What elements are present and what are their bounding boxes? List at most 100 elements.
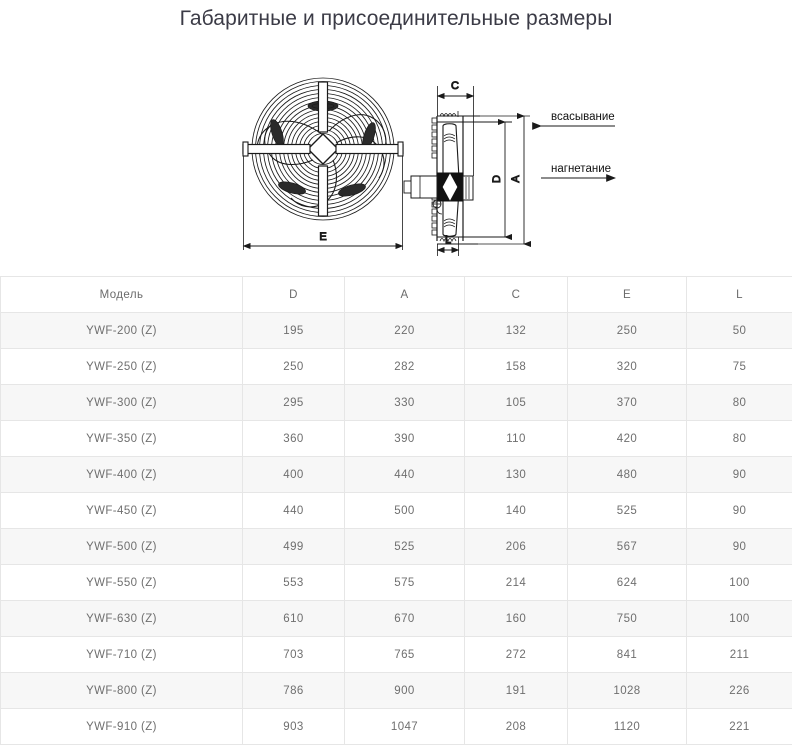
table-body: YWF-200 (Z) 195 220 132 250 50 YWF-250 (Z) 250 2… <box>0 312 792 745</box>
fan-front-view: E <box>242 77 404 250</box>
cell-c: 272 <box>464 636 568 673</box>
cell-l: 90 <box>686 492 792 529</box>
cell-d: 786 <box>242 672 345 709</box>
cell-model: YWF-500 (Z) <box>0 528 243 565</box>
dimension-label-A: A <box>510 175 522 183</box>
table-row: YWF-910 (Z) 903 1047 208 1120 221 <box>0 708 792 745</box>
cell-d: 195 <box>242 312 345 349</box>
cell-a: 1047 <box>344 708 465 745</box>
cell-a: 525 <box>344 528 465 565</box>
dimension-label-E: E <box>319 231 326 243</box>
cell-c: 158 <box>464 348 568 385</box>
cell-l: 100 <box>686 564 792 601</box>
flow-arrow-discharge: нагнетание <box>541 163 617 182</box>
cell-model: YWF-800 (Z) <box>0 672 243 709</box>
cell-model: YWF-630 (Z) <box>0 600 243 637</box>
column-header-model: Модель <box>0 276 243 313</box>
cell-c: 105 <box>464 384 568 421</box>
cell-a: 500 <box>344 492 465 529</box>
cell-a: 900 <box>344 672 465 709</box>
cell-d: 553 <box>242 564 345 601</box>
cell-a: 440 <box>344 456 465 493</box>
table-row: YWF-630 (Z) 610 670 160 750 100 <box>0 600 792 637</box>
cell-model: YWF-400 (Z) <box>0 456 243 493</box>
dimension-label-L: L <box>445 234 451 246</box>
cell-e: 320 <box>567 348 687 385</box>
cell-model: YWF-300 (Z) <box>0 384 243 421</box>
cell-c: 208 <box>464 708 568 745</box>
cell-model: YWF-550 (Z) <box>0 564 243 601</box>
cell-d: 360 <box>242 420 345 457</box>
cell-model: YWF-200 (Z) <box>0 312 243 349</box>
cell-e: 750 <box>567 600 687 637</box>
flow-arrow-suction: всасывание <box>532 111 615 130</box>
cell-l: 80 <box>686 384 792 421</box>
page-title: Габаритные и присоединительные размеры <box>179 7 613 30</box>
cell-e: 1120 <box>567 708 687 745</box>
cell-model: YWF-710 (Z) <box>0 636 243 673</box>
cell-model: YWF-450 (Z) <box>0 492 243 529</box>
table-row: YWF-500 (Z) 499 525 206 567 90 <box>0 528 792 565</box>
dimension-label-D: D <box>491 175 503 183</box>
cell-e: 370 <box>567 384 687 421</box>
column-header-e: E <box>567 276 687 313</box>
cell-d: 440 <box>242 492 345 529</box>
fan-dimensions-drawing: E <box>0 38 792 273</box>
cell-d: 903 <box>242 708 345 745</box>
table-row: YWF-710 (Z) 703 765 272 841 211 <box>0 636 792 673</box>
cell-c: 132 <box>464 312 568 349</box>
table-row: YWF-300 (Z) 295 330 105 370 80 <box>0 384 792 421</box>
cell-model: YWF-250 (Z) <box>0 348 243 385</box>
cell-c: 140 <box>464 492 568 529</box>
cell-c: 110 <box>464 420 568 457</box>
column-header-a: A <box>344 276 465 313</box>
cell-model: YWF-350 (Z) <box>0 420 243 457</box>
cell-l: 221 <box>686 708 792 745</box>
cell-d: 703 <box>242 636 345 673</box>
cell-c: 191 <box>464 672 568 709</box>
cell-a: 220 <box>344 312 465 349</box>
table-row: YWF-250 (Z) 250 282 158 320 75 <box>0 348 792 385</box>
cell-e: 420 <box>567 420 687 457</box>
cell-model: YWF-910 (Z) <box>0 708 243 745</box>
cell-d: 250 <box>242 348 345 385</box>
cell-a: 330 <box>344 384 465 421</box>
cell-l: 100 <box>686 600 792 637</box>
column-header-l: L <box>686 276 792 313</box>
cell-l: 226 <box>686 672 792 709</box>
cell-d: 400 <box>242 456 345 493</box>
cell-a: 390 <box>344 420 465 457</box>
fan-side-view: C D A L <box>403 80 532 256</box>
dimensions-table-container: Модель D A C E L YWF-200 (Z) 195 220 132 250… <box>0 276 792 745</box>
flow-label-suction: всасывание <box>551 111 615 123</box>
table-row: YWF-400 (Z) 400 440 130 480 90 <box>0 456 792 493</box>
cell-e: 624 <box>567 564 687 601</box>
table-row: YWF-800 (Z) 786 900 191 1028 226 <box>0 672 792 709</box>
cell-l: 90 <box>686 456 792 493</box>
cell-a: 575 <box>344 564 465 601</box>
cell-c: 214 <box>464 564 568 601</box>
table-row: YWF-350 (Z) 360 390 110 420 80 <box>0 420 792 457</box>
cell-c: 206 <box>464 528 568 565</box>
cell-l: 90 <box>686 528 792 565</box>
cell-d: 610 <box>242 600 345 637</box>
dimension-label-C: C <box>451 80 459 92</box>
cell-d: 499 <box>242 528 345 565</box>
cell-l: 50 <box>686 312 792 349</box>
cell-a: 670 <box>344 600 465 637</box>
cell-e: 1028 <box>567 672 687 709</box>
cell-a: 282 <box>344 348 465 385</box>
flow-label-discharge: нагнетание <box>551 163 611 175</box>
table-header-row: Модель D A C E L <box>0 276 792 313</box>
cell-d: 295 <box>242 384 345 421</box>
column-header-d: D <box>242 276 345 313</box>
table-row: YWF-550 (Z) 553 575 214 624 100 <box>0 564 792 601</box>
cell-e: 250 <box>567 312 687 349</box>
column-header-c: C <box>464 276 568 313</box>
cell-l: 80 <box>686 420 792 457</box>
cell-a: 765 <box>344 636 465 673</box>
cell-e: 480 <box>567 456 687 493</box>
cell-e: 841 <box>567 636 687 673</box>
cell-l: 75 <box>686 348 792 385</box>
